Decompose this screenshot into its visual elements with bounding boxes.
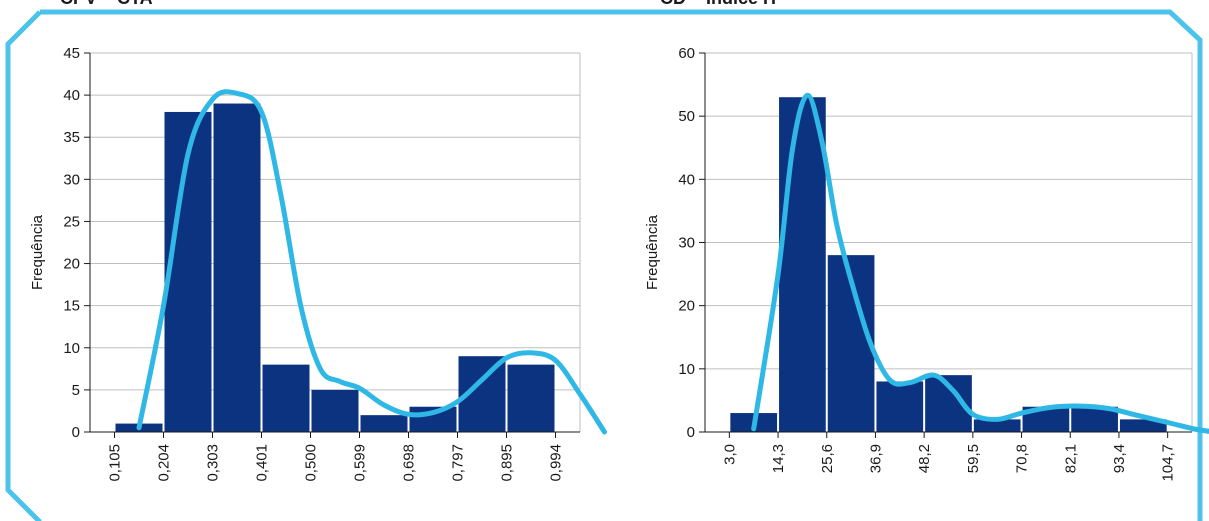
right-chart-header: CD – Índice H [660,0,776,9]
left-y-tick-label: 35 [63,129,80,146]
left-x-tick-label: 0,303 [205,444,222,482]
left-y-tick-label: 30 [63,171,80,188]
right-x-tick-label: 48,2 [916,444,933,473]
left-x-tick-label: 0,994 [548,444,565,482]
left-histogram-bar [507,364,555,432]
left-y-tick-label: 5 [72,382,80,399]
right-y-tick-label: 10 [678,361,695,378]
right-y-axis-title: Frequência [644,214,661,290]
right-y-tick-label: 40 [678,171,695,188]
left-x-tick-label: 0,599 [352,444,369,482]
left-x-tick-label: 0,401 [254,444,271,482]
left-x-tick-label: 0,204 [156,444,173,482]
right-x-tick-label: 82,1 [1062,444,1079,473]
left-histogram-bar [262,364,310,432]
right-x-tick-label: 25,6 [819,444,836,473]
left-x-tick-label: 0,500 [303,444,320,482]
left-y-tick-label: 25 [63,213,80,230]
left-x-tick-label: 0,895 [499,444,516,482]
right-x-tick-label: 14,3 [770,444,787,473]
left-y-axis-title: Frequência [29,214,46,290]
left-histogram-bar [360,415,408,432]
left-x-tick-label: 0,698 [401,444,418,482]
left-y-tick-label: 40 [63,87,80,104]
right-histogram-bar [1119,419,1167,432]
right-histogram-bar [973,419,1021,432]
right-x-tick-label: 3,0 [721,444,738,465]
right-y-tick-label: 20 [678,298,695,315]
left-y-tick-label: 45 [63,45,80,62]
right-y-tick-label: 60 [678,45,695,62]
right-x-tick-label: 59,5 [965,444,982,473]
left-y-tick-label: 20 [63,256,80,273]
left-histogram-bar [213,103,261,433]
left-histogram-bar [311,389,359,432]
right-x-tick-label: 104,7 [1160,444,1177,482]
left-y-tick-label: 10 [63,340,80,357]
right-histogram-bar [779,97,826,432]
panel-frame-outline [5,9,1203,521]
right-y-tick-label: 50 [678,108,695,125]
left-chart-header: CPV – CTA [60,0,153,9]
left-y-tick-label: 0 [72,424,80,441]
right-y-tick-label: 30 [678,235,695,252]
right-x-tick-label: 93,4 [1111,444,1128,473]
left-y-tick-label: 15 [63,298,80,315]
left-density-curve [136,89,607,435]
right-y-tick-label: 0 [687,424,695,441]
right-x-tick-label: 36,9 [867,444,884,473]
left-x-tick-label: 0,797 [450,444,467,482]
right-density-curve [751,92,1209,434]
right-histogram-bar [876,381,924,432]
left-x-tick-label: 0,105 [107,444,124,482]
right-x-tick-label: 70,8 [1014,444,1031,473]
